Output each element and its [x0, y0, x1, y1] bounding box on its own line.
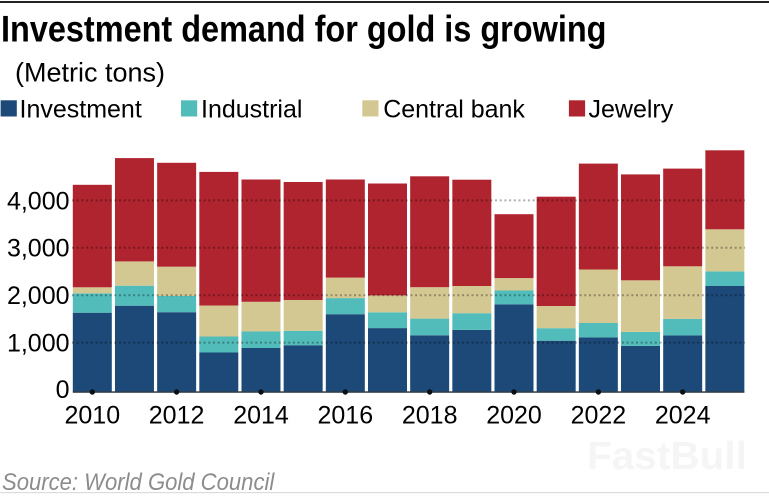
svg-text:1,000: 1,000	[7, 330, 70, 358]
svg-text:Investment demand for gold is: Investment demand for gold is growing	[1, 10, 606, 50]
svg-text:Investment: Investment	[20, 96, 142, 124]
svg-text:2010: 2010	[64, 402, 120, 430]
svg-text:2016: 2016	[317, 402, 373, 430]
svg-text:3,000: 3,000	[7, 235, 70, 263]
svg-text:2014: 2014	[233, 402, 289, 430]
svg-text:2,000: 2,000	[7, 282, 70, 310]
svg-text:2012: 2012	[149, 402, 205, 430]
svg-text:Industrial: Industrial	[201, 96, 302, 124]
svg-text:Jewelry: Jewelry	[589, 96, 674, 124]
svg-text:2024: 2024	[655, 402, 711, 430]
svg-text:4,000: 4,000	[7, 187, 70, 215]
svg-text:2020: 2020	[486, 402, 542, 430]
svg-text:FastBull: FastBull	[587, 435, 747, 478]
svg-text:Central bank: Central bank	[383, 96, 525, 124]
svg-text:(Metric tons): (Metric tons)	[15, 58, 165, 88]
svg-text:2018: 2018	[402, 402, 458, 430]
svg-text:2022: 2022	[571, 402, 627, 430]
svg-text:Source: World Gold Council: Source: World Gold Council	[2, 468, 275, 495]
svg-text:0: 0	[56, 376, 70, 404]
